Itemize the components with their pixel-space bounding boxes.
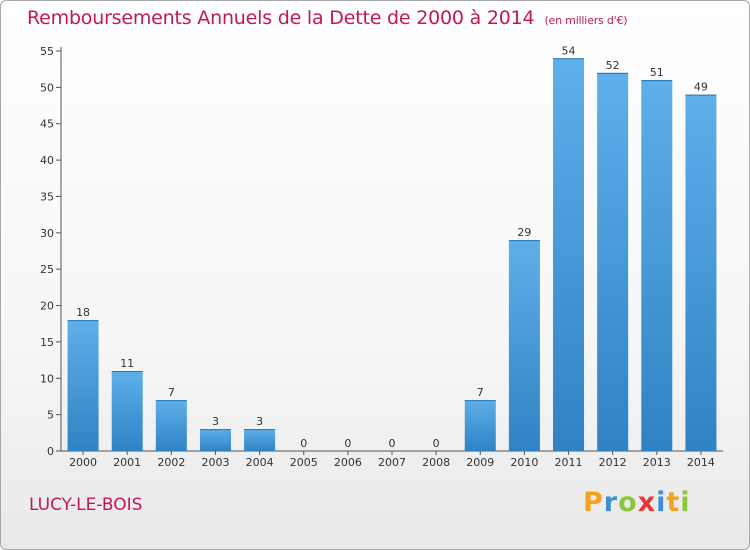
bar-2003 <box>199 429 231 451</box>
x-tick-label: 2003 <box>201 456 229 469</box>
chart-subtitle: (en milliers d'€) <box>544 14 628 27</box>
x-tick-label: 2011 <box>555 456 583 469</box>
x-tick-label: 2010 <box>510 456 538 469</box>
bar-2002 <box>155 400 187 451</box>
bar-2011 <box>553 58 585 451</box>
logo-letter: i <box>656 487 667 518</box>
logo-letter: t <box>666 487 681 518</box>
value-labels: 18 11 7 3 3 0 0 0 0 7 29 54 52 51 49 <box>76 44 708 450</box>
logo-letter: P <box>583 487 604 518</box>
x-tick-label: 2002 <box>157 456 185 469</box>
bar-2014 <box>685 94 717 452</box>
value-label-2005: 0 <box>300 437 307 450</box>
x-tick-label: 2006 <box>334 456 362 469</box>
x-tick-label: 2008 <box>422 456 450 469</box>
logo-letter: i <box>680 487 691 518</box>
value-label-2007: 0 <box>389 437 396 450</box>
y-tick-label: 55 <box>40 45 54 58</box>
value-label-2003: 3 <box>212 415 219 428</box>
y-axis: 0 5 10 15 20 25 30 35 40 45 50 55 <box>40 45 62 458</box>
chart-title: Remboursements Annuels de la Dette de 20… <box>27 7 628 29</box>
y-tick-label: 30 <box>40 227 54 240</box>
bar-2004 <box>244 429 276 451</box>
x-tick-label: 2005 <box>290 456 318 469</box>
y-tick-label: 45 <box>40 118 54 131</box>
x-tick-label: 2004 <box>246 456 274 469</box>
x-axis: 2000 2001 2002 2003 2004 2005 2006 2007 2008 2009… <box>61 450 723 469</box>
value-label-2008: 0 <box>433 437 440 450</box>
bars <box>67 58 717 452</box>
value-label-2001: 11 <box>120 357 134 370</box>
value-label-2002: 7 <box>168 386 175 399</box>
y-tick-label: 35 <box>40 190 54 203</box>
chart-title-text: Remboursements Annuels de la Dette de 20… <box>27 7 535 29</box>
x-tick-label: 2009 <box>466 456 494 469</box>
bar-2000 <box>67 320 99 451</box>
x-tick-label: 2013 <box>643 456 671 469</box>
x-tick-label: 2014 <box>687 456 715 469</box>
x-tick-label: 2000 <box>69 456 97 469</box>
y-tick-label: 15 <box>40 336 54 349</box>
logo-letter: o <box>618 487 638 518</box>
bar-2010 <box>508 240 540 451</box>
y-tick-label: 10 <box>40 372 54 385</box>
value-label-2004: 3 <box>256 415 263 428</box>
bar-2001 <box>111 371 143 451</box>
bar-2012 <box>597 72 629 452</box>
logo-letter: r <box>603 487 619 518</box>
value-label-2014: 49 <box>694 81 708 94</box>
value-label-2010: 29 <box>517 226 531 239</box>
bar-2009 <box>464 400 496 451</box>
commune-name: LUCY-LE-BOIS <box>29 495 143 515</box>
logo-letter: x <box>637 487 657 518</box>
x-tick-label: 2012 <box>599 456 627 469</box>
value-label-2011: 54 <box>562 44 576 57</box>
x-tick-label: 2001 <box>113 456 141 469</box>
y-tick-label: 20 <box>40 300 54 313</box>
y-tick-label: 5 <box>47 409 54 422</box>
y-tick-label: 40 <box>40 154 54 167</box>
value-label-2000: 18 <box>76 306 90 319</box>
x-tick-label: 2007 <box>378 456 406 469</box>
proxiti-logo: Proxiti <box>583 487 691 518</box>
value-label-2009: 7 <box>477 386 484 399</box>
y-tick-label: 50 <box>40 81 54 94</box>
y-tick-label: 25 <box>40 263 54 276</box>
bar-2013 <box>641 80 673 451</box>
value-label-2013: 51 <box>650 66 664 79</box>
y-tick-label: 0 <box>47 445 54 458</box>
value-label-2012: 52 <box>606 59 620 72</box>
value-label-2006: 0 <box>344 437 351 450</box>
